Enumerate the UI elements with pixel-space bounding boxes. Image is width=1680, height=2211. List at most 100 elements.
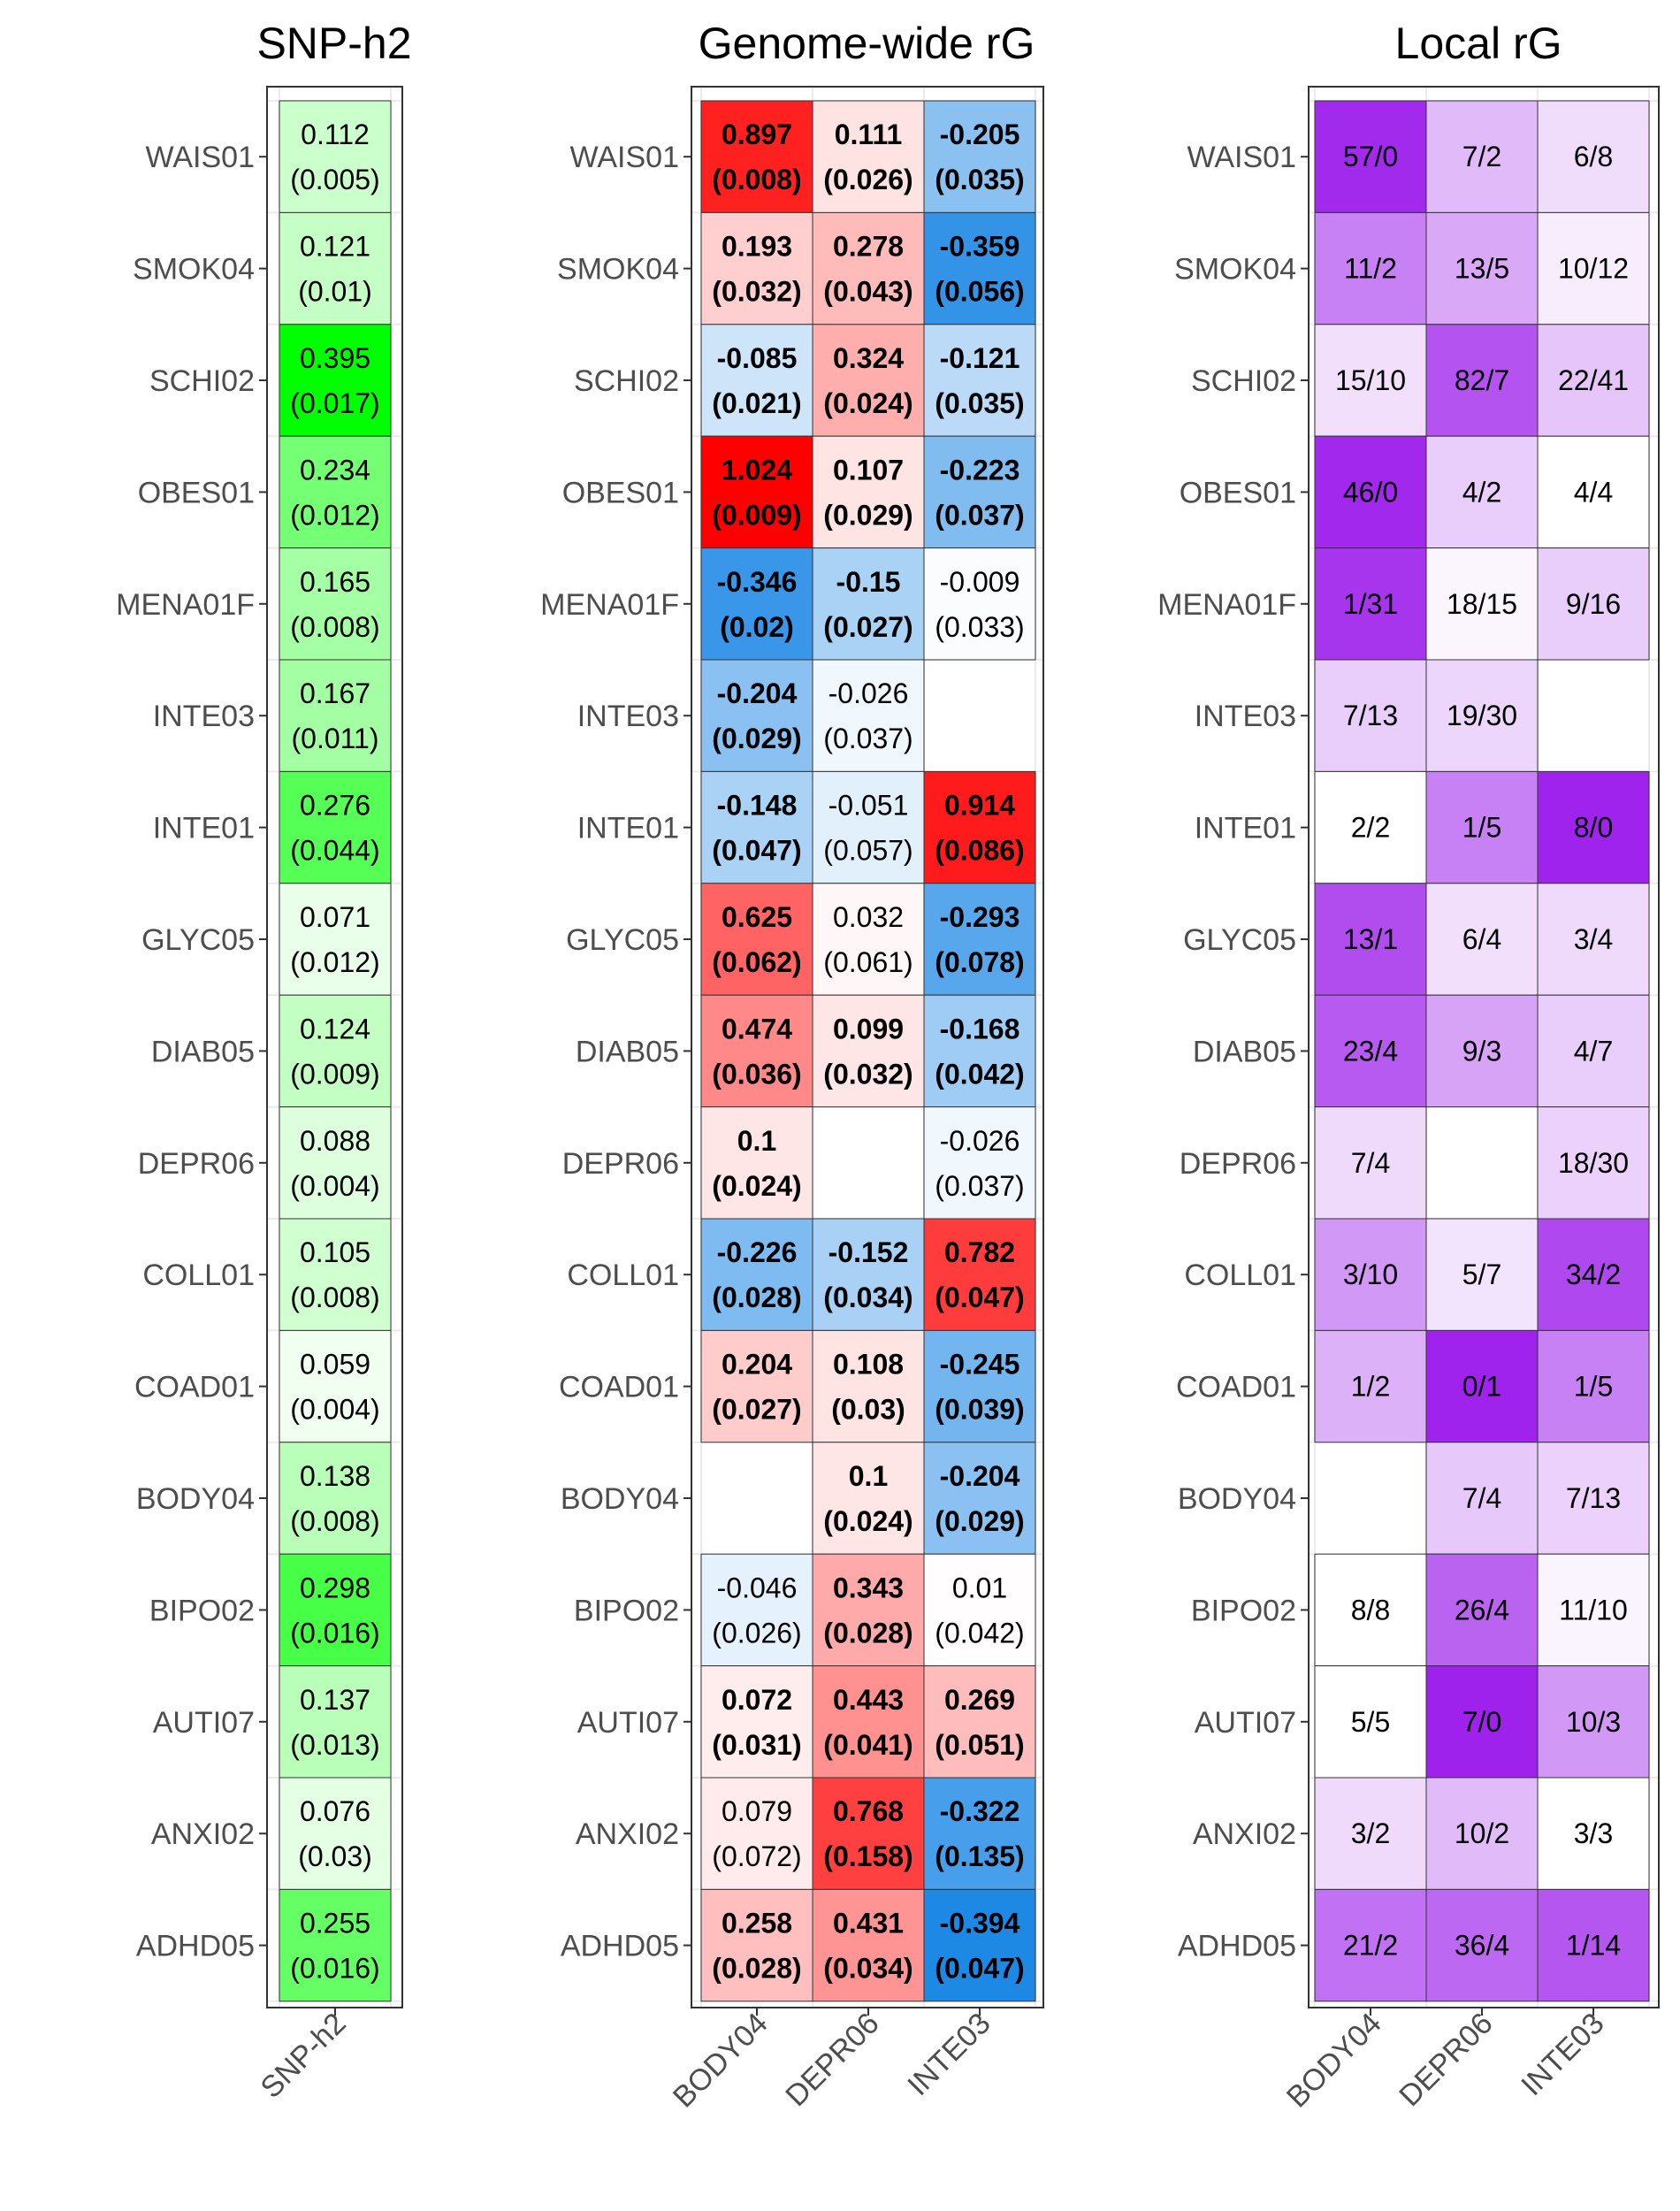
cell-se: (0.008) xyxy=(290,1281,379,1313)
row-label: AUTI07 xyxy=(577,1706,679,1740)
cell-fill xyxy=(700,1106,813,1220)
heatmap-cell: -0.359 (0.056) xyxy=(923,211,1036,325)
cell-se: (0.024) xyxy=(712,1170,801,1202)
cell-fill xyxy=(812,1888,925,2002)
heatmap-cell: 18/15 xyxy=(1425,547,1539,661)
cell-label: 11/2 xyxy=(1344,253,1397,285)
heatmap-cell: 11/10 xyxy=(1537,1553,1650,1667)
cell-fill xyxy=(923,547,1036,661)
cell-label: 5/5 xyxy=(1351,1706,1390,1738)
cell-se: (0.009) xyxy=(712,499,801,531)
cell-se: (0.039) xyxy=(935,1394,1024,1426)
cell-se: (0.037) xyxy=(935,499,1024,531)
heatmap-cell: 0.111 (0.026) xyxy=(812,100,925,213)
cell-value: 0.165 xyxy=(300,566,370,598)
cell-label: 9/16 xyxy=(1566,588,1621,620)
heatmap-cell: 0.105 (0.008) xyxy=(279,1218,392,1331)
cell-se: (0.047) xyxy=(935,1281,1024,1313)
heatmap-cell: 7/2 xyxy=(1425,100,1539,213)
cell-se: (0.03) xyxy=(831,1394,905,1426)
cell-value: -0.293 xyxy=(940,901,1020,933)
cell-value: 0.138 xyxy=(300,1460,370,1492)
cell-fill xyxy=(1537,1218,1650,1331)
heatmap-cell: 13/5 xyxy=(1425,211,1539,325)
heatmap-cell: 8/8 xyxy=(1314,1553,1427,1667)
heatmap-cell: 6/8 xyxy=(1537,100,1650,213)
cell-se: (0.032) xyxy=(712,276,801,308)
row-label: MENA01F xyxy=(540,588,679,622)
heatmap-cell: 0.165 (0.008) xyxy=(279,547,392,661)
cell-se: (0.021) xyxy=(712,387,801,419)
cell-se: (0.037) xyxy=(823,723,913,754)
heatmap-cell: 10/12 xyxy=(1537,211,1650,325)
cell-fill xyxy=(1425,547,1539,661)
cell-value: 0.01 xyxy=(952,1572,1007,1603)
row-label: SMOK04 xyxy=(1174,253,1296,287)
heatmap-cell: 6/4 xyxy=(1425,883,1539,996)
cell-se: (0.043) xyxy=(823,276,913,308)
cell-value: 0.111 xyxy=(835,119,903,150)
cell-fill xyxy=(279,547,392,661)
cell-se: (0.026) xyxy=(823,164,913,195)
cell-value: 0.768 xyxy=(833,1795,904,1827)
cell-value: -0.204 xyxy=(940,1460,1020,1492)
row-label: COLL01 xyxy=(1184,1259,1296,1292)
cell-se: (0.004) xyxy=(290,1394,379,1426)
cell-value: 0.897 xyxy=(722,119,792,150)
cell-value: 0.431 xyxy=(833,1908,904,1939)
heatmap-cell: 0.059 (0.004) xyxy=(279,1329,392,1443)
heatmap-cell: 18/30 xyxy=(1537,1106,1650,1220)
cell-se: (0.029) xyxy=(712,723,801,754)
heatmap-cell: 5/5 xyxy=(1314,1665,1427,1779)
cell-fill xyxy=(1425,1888,1539,2002)
cell-value: 0.443 xyxy=(833,1684,904,1716)
heatmap-cell: 0.112 (0.005) xyxy=(279,100,392,213)
column-label: SNP-h2 xyxy=(255,2007,353,2105)
cell-fill xyxy=(1425,1553,1539,1667)
cell-label: 1/14 xyxy=(1566,1930,1621,1962)
cell-value: 0.395 xyxy=(300,342,370,374)
heatmap-cell: 3/3 xyxy=(1537,1777,1650,1890)
cell-fill xyxy=(1425,1218,1539,1331)
heatmap-cell: 9/16 xyxy=(1537,547,1650,661)
row-label: COLL01 xyxy=(567,1259,679,1292)
cell-fill xyxy=(279,883,392,996)
column-axis: BODY04 DEPR06 INTE03 xyxy=(1280,2007,1611,2115)
heatmap-cell: 1/5 xyxy=(1425,770,1539,884)
cell-fill xyxy=(700,1218,813,1331)
row-label: AUTI07 xyxy=(153,1706,255,1740)
cell-fill xyxy=(923,1888,1036,2002)
heatmap-cell: 0.258 (0.028) xyxy=(700,1888,813,2002)
column-label: INTE03 xyxy=(1515,2007,1610,2102)
heatmap-cell: 0/1 xyxy=(1425,1329,1539,1443)
row-label: DIAB05 xyxy=(151,1035,255,1068)
cell-value: 0.108 xyxy=(833,1349,904,1381)
heatmap-cell: 21/2 xyxy=(1314,1888,1427,2002)
row-label: BODY04 xyxy=(561,1482,679,1516)
cell-fill xyxy=(1314,1218,1427,1331)
cell-label: 26/4 xyxy=(1455,1594,1509,1626)
cell-value: -0.148 xyxy=(717,790,798,822)
cell-se: (0.024) xyxy=(823,387,913,419)
heatmap-cell: 15/10 xyxy=(1314,324,1427,437)
cell-value: 0.059 xyxy=(300,1349,370,1381)
cell-se: (0.042) xyxy=(935,1617,1024,1649)
row-label: DIAB05 xyxy=(1193,1035,1296,1068)
cell-se: (0.062) xyxy=(712,946,801,978)
cell-label: 7/4 xyxy=(1351,1147,1390,1179)
cell-value: 0.324 xyxy=(833,342,904,374)
cell-label: 10/2 xyxy=(1455,1817,1509,1849)
cell-fill xyxy=(279,770,392,884)
cell-value: -0.245 xyxy=(940,1349,1020,1381)
row-label: ADHD05 xyxy=(561,1930,679,1963)
cell-fill xyxy=(923,1442,1036,1555)
heatmap-cell: 26/4 xyxy=(1425,1553,1539,1667)
cell-fill xyxy=(279,211,392,325)
cell-label: 2/2 xyxy=(1351,812,1390,844)
cell-value: 0.124 xyxy=(300,1013,370,1044)
cell-se: (0.028) xyxy=(712,1953,801,1985)
cell-label: 8/8 xyxy=(1351,1594,1390,1626)
row-axis: WAIS01 SMOK04 SCHI02 OBES01 MENA01F INTE03 INT… xyxy=(116,141,267,1963)
cell-fill xyxy=(700,547,813,661)
